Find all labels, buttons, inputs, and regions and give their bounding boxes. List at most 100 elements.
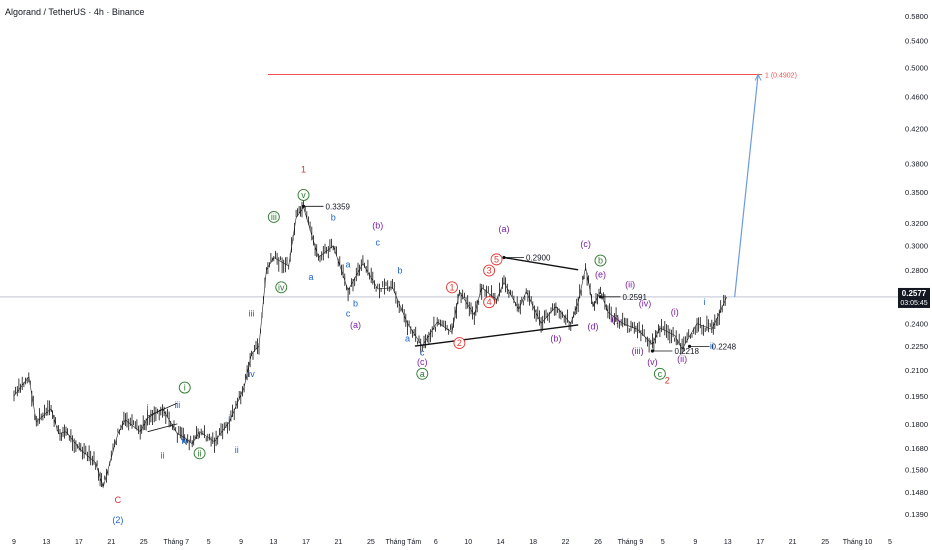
price-badge: 0.2577 03:05:45 xyxy=(898,287,930,308)
price-countdown: 03:05:45 xyxy=(900,300,927,307)
wave-label: 1 xyxy=(301,165,306,175)
annotation-label: 0.2591 xyxy=(622,293,647,302)
y-tick-label: 0.2800 xyxy=(905,266,928,275)
x-tick-label: 17 xyxy=(756,539,764,546)
annotation-label: 0.3359 xyxy=(326,202,351,211)
x-tick-label: 17 xyxy=(302,539,310,546)
x-tick-label: 5 xyxy=(207,539,211,546)
wave-label: b xyxy=(353,299,358,309)
x-tick-label: 13 xyxy=(43,539,51,546)
wave-label-circle xyxy=(594,254,607,267)
x-tick-label: 14 xyxy=(497,539,505,546)
wave-label: (v) xyxy=(647,357,658,367)
wave-label: 5 xyxy=(494,254,499,264)
x-tick-label: 9 xyxy=(239,539,243,546)
x-tick-label: 26 xyxy=(594,539,602,546)
wave-label: ii xyxy=(198,448,202,458)
y-tick-label: 0.2400 xyxy=(905,320,928,329)
wave-label-circle xyxy=(483,296,496,309)
y-tick-label: 0.1580 xyxy=(905,465,928,474)
price-series-line xyxy=(13,206,727,489)
y-tick-label: 0.1680 xyxy=(905,444,928,453)
wave-label: b xyxy=(398,266,403,276)
wave-label: (iii) xyxy=(632,346,644,356)
x-tick-label: Tháng 9 xyxy=(618,539,644,546)
wave-label: iii xyxy=(249,308,255,318)
wave-label: iv xyxy=(278,282,285,292)
target-label: 1 (0.4902) xyxy=(765,72,797,79)
x-tick-label: 21 xyxy=(789,539,797,546)
wave-label: ii xyxy=(235,445,239,455)
y-tick-label: 0.5000 xyxy=(905,64,928,73)
price-value: 0.2577 xyxy=(902,289,927,298)
x-tick-label: 6 xyxy=(434,539,438,546)
wave-label: (b) xyxy=(372,221,383,231)
wave-label-circle xyxy=(416,367,429,380)
annotation-label: 0.2900 xyxy=(526,254,551,263)
wave-label: a xyxy=(420,369,425,379)
y-tick-label: 0.1800 xyxy=(905,420,928,429)
x-tick-label: Tháng Tám xyxy=(385,539,421,546)
y-tick-label: 0.2100 xyxy=(905,366,928,375)
wave-label: (c) xyxy=(580,239,591,249)
x-tick-label: 5 xyxy=(888,539,892,546)
x-tick-label: 10 xyxy=(464,539,472,546)
wave-label: c xyxy=(658,369,663,379)
annotation-label: 0.2248 xyxy=(712,342,737,351)
wave-label-circle xyxy=(483,264,496,277)
y-tick-label: 0.5400 xyxy=(905,37,928,46)
x-tick-label: 17 xyxy=(75,539,83,546)
wave-label: c xyxy=(420,347,425,357)
wave-label: (a) xyxy=(350,320,361,330)
projection-arrow-head xyxy=(754,73,762,81)
x-tick-label: 13 xyxy=(724,539,732,546)
price-bars-path xyxy=(13,199,726,487)
projection-arrow xyxy=(734,74,759,298)
wave-label: (c) xyxy=(417,357,428,367)
x-tick-label: 9 xyxy=(693,539,697,546)
wave-label-circle xyxy=(178,381,191,394)
x-tick-label: 22 xyxy=(562,539,570,546)
y-tick-label: 0.3000 xyxy=(905,242,928,251)
x-tick-label: 9 xyxy=(12,539,16,546)
wave-label: iii xyxy=(174,400,180,410)
x-axis: 9 13 17 21 25 Tháng 7 5 9 13 17 21 25 Tháng Tám 6 10 14… xyxy=(12,539,892,546)
y-tick-label: 0.1390 xyxy=(905,510,928,519)
y-tick-label: 0.3200 xyxy=(905,219,928,228)
wave-label: c xyxy=(376,238,381,248)
wave-label-circle xyxy=(267,211,280,223)
wedge-upper-line xyxy=(147,402,178,417)
wave-label-circle xyxy=(453,337,466,349)
wave-label-circle xyxy=(275,281,288,294)
wave-label-circle xyxy=(446,281,458,294)
x-tick-label: 25 xyxy=(821,539,829,546)
wave-label: 2 xyxy=(665,376,670,386)
x-tick-label: Tháng 10 xyxy=(843,539,873,546)
wave-label-circle xyxy=(297,189,310,201)
wave-label: a xyxy=(405,333,410,343)
wave-label: (ii) xyxy=(677,354,687,364)
y-tick-label: 0.5800 xyxy=(905,12,928,21)
wave-label: v xyxy=(301,190,306,200)
wave-label: a xyxy=(346,259,351,269)
annotation-label: 0.2218 xyxy=(674,347,699,356)
wave-label: (b) xyxy=(550,333,561,343)
wave-label-circle xyxy=(653,367,666,380)
y-tick-label: 0.4200 xyxy=(905,124,928,133)
wave-label: iv xyxy=(181,436,188,446)
wave-label: ii xyxy=(160,450,164,460)
y-tick-label: 0.3800 xyxy=(905,159,928,168)
wave-label: (d) xyxy=(588,321,599,331)
wave-label: 1 xyxy=(449,282,454,292)
wave-label: iii xyxy=(271,212,277,222)
chart-title: Algorand / TetherUS · 4h · Binance xyxy=(5,7,144,17)
wave-label: i xyxy=(147,403,149,413)
wedge-lower-line xyxy=(147,423,178,433)
wave-label: ii xyxy=(710,341,714,351)
wave-label: 4 xyxy=(487,297,492,307)
wave-label: (ii) xyxy=(625,280,635,290)
wave-label-circle xyxy=(490,253,503,266)
triangle-lower-line xyxy=(414,324,579,347)
wave-label: (i) xyxy=(611,314,619,324)
